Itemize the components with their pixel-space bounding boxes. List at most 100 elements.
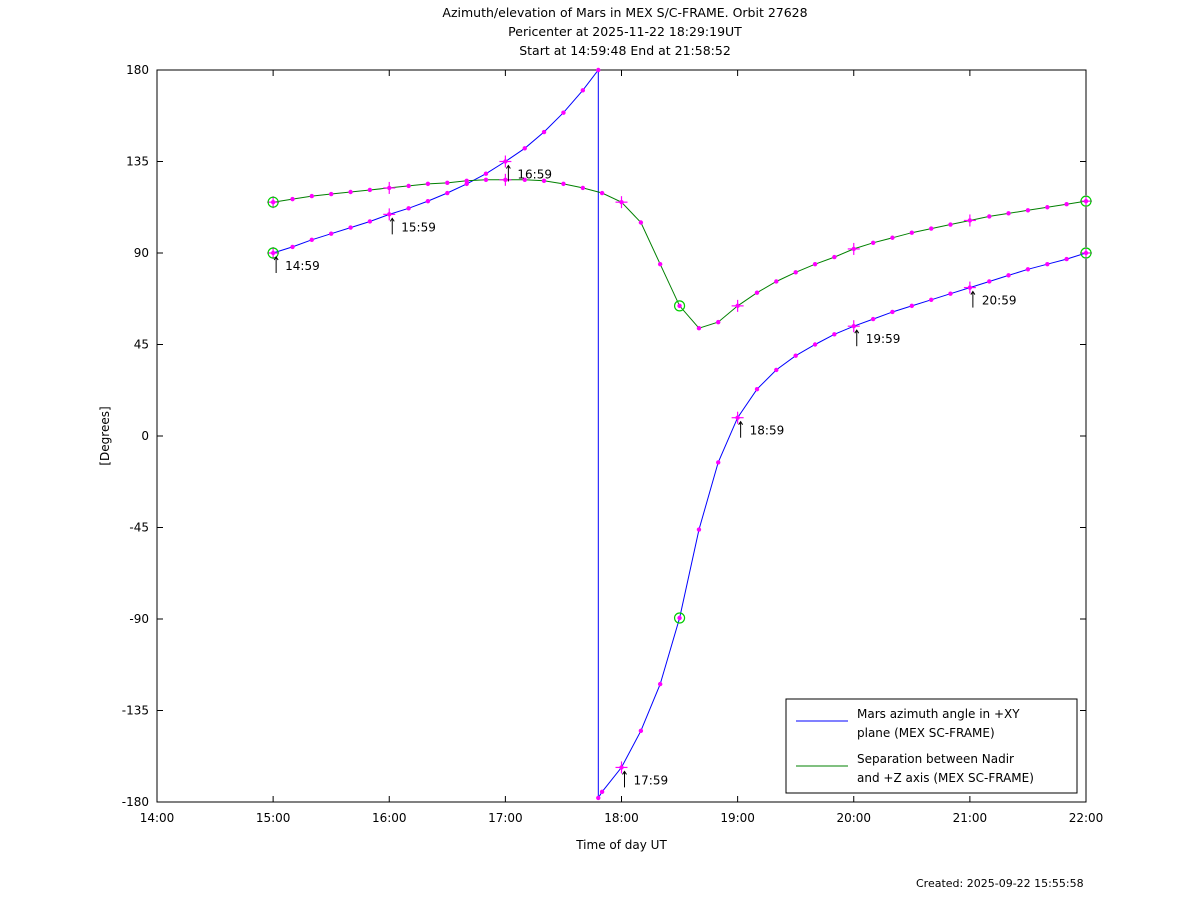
- data-point: [832, 254, 837, 260]
- data-point: [1064, 256, 1069, 262]
- data-point: [657, 681, 663, 687]
- data-point: [483, 171, 489, 176]
- y-tick-label: 180: [126, 63, 149, 77]
- data-point: [464, 181, 469, 187]
- legend-entry: Separation between Nadir: [857, 752, 1014, 766]
- data-point: [328, 191, 334, 197]
- circle-marker: [267, 196, 279, 208]
- data-point: [445, 190, 450, 196]
- data-point: [483, 177, 489, 182]
- circle-marker: [673, 612, 686, 624]
- data-point: [580, 185, 586, 191]
- annotation-label: 16:59: [517, 168, 552, 182]
- plot-area: [156, 69, 1087, 803]
- series-line-0: [272, 68, 1087, 800]
- legend-box: [785, 698, 1078, 794]
- circle-marker: [1080, 195, 1092, 207]
- data-point: [832, 332, 837, 337]
- data-point: [696, 527, 702, 532]
- data-point: [580, 88, 586, 93]
- data-point: [638, 728, 644, 734]
- circle-marker: [1080, 247, 1092, 259]
- data-point: [754, 290, 760, 295]
- data-point: [425, 198, 431, 204]
- data-point: [309, 193, 314, 199]
- data-point: [987, 279, 992, 284]
- legend-entry: plane (MEX SC-FRAME): [857, 726, 995, 740]
- data-point: [677, 303, 682, 309]
- annotation-arrow-head: [854, 329, 860, 334]
- data-point: [1006, 211, 1011, 216]
- data-point: [657, 261, 663, 267]
- data-point: [793, 353, 798, 358]
- data-point: [638, 220, 644, 225]
- y-axis: 180 135 90 45 0 -45 -90 -135 -180: [122, 63, 1086, 809]
- annotation-arrow-head: [622, 770, 627, 775]
- circle-marker: [673, 300, 686, 312]
- x-tick-label: 22:00: [1069, 811, 1104, 825]
- x-tick-label: 17:00: [488, 811, 523, 825]
- data-point: [716, 460, 721, 465]
- chart-title: Azimuth/elevation of Mars in MEX S/C-FRA…: [442, 5, 807, 58]
- data-point: [929, 226, 934, 231]
- data-point: [406, 183, 411, 189]
- data-point: [290, 244, 295, 250]
- data-point: [909, 230, 915, 235]
- annotation-arrow-head: [389, 217, 395, 222]
- x-axis: 14:00 15:00 16:00 17:00 18:00 19:00 20:00 21:00…: [140, 70, 1104, 825]
- y-tick-label: -135: [122, 704, 149, 718]
- y-tick-label: 90: [134, 246, 149, 260]
- y-tick-label: 135: [126, 155, 149, 169]
- data-point: [309, 237, 314, 242]
- x-tick-label: 14:00: [140, 811, 175, 825]
- data-point: [696, 326, 702, 331]
- annotation-arrow-head: [273, 256, 279, 261]
- x-axis-label: Time of day UT: [575, 838, 667, 852]
- annotation-label: 20:59: [982, 294, 1017, 308]
- data-point: [774, 367, 779, 373]
- x-tick-label: 19:00: [720, 811, 755, 825]
- data-point: [599, 190, 605, 196]
- legend: Mars azimuth angle in +XY plane (MEX SC-F…: [785, 698, 1078, 794]
- x-tick-label: 20:00: [836, 811, 871, 825]
- y-tick-label: -45: [129, 521, 149, 535]
- y-tick-label: -90: [129, 612, 149, 626]
- annotation-label: 19:59: [866, 332, 901, 346]
- data-point: [406, 206, 411, 211]
- data-point: [522, 177, 527, 182]
- data-point: [870, 316, 876, 322]
- data-point: [348, 225, 353, 230]
- series-layer: [272, 68, 1087, 800]
- data-point: [561, 110, 566, 115]
- annotation-layer: 14:59 15:59 16:59 17:59 18:59 19:59 20:59: [273, 164, 1017, 788]
- data-point: [909, 303, 915, 309]
- x-tick-label: 16:00: [372, 811, 407, 825]
- data-point: [445, 180, 450, 186]
- title-line: Start at 14:59:48 End at 21:58:52: [519, 43, 731, 58]
- data-point: [1045, 261, 1050, 267]
- y-tick-label: -180: [122, 795, 149, 809]
- data-point: [948, 222, 953, 227]
- data-point: [596, 67, 601, 73]
- annotation-arrow-head: [970, 290, 976, 295]
- annotation-arrow-head: [505, 164, 511, 169]
- x-tick-label: 18:00: [604, 811, 639, 825]
- data-point: [890, 309, 895, 315]
- data-point: [716, 319, 721, 325]
- data-point: [1006, 273, 1011, 278]
- data-point: [812, 342, 818, 347]
- data-point: [812, 261, 818, 267]
- circle-marker: [267, 247, 279, 259]
- marker-layer: [267, 67, 1092, 801]
- data-point: [929, 297, 934, 302]
- data-point: [348, 189, 353, 195]
- x-tick-label: 15:00: [256, 811, 291, 825]
- data-point: [870, 240, 876, 246]
- x-tick-label: 21:00: [953, 811, 988, 825]
- data-point: [328, 231, 334, 236]
- data-point: [425, 181, 431, 187]
- legend-entry: Mars azimuth angle in +XY: [857, 707, 1020, 721]
- annotation-label: 15:59: [401, 220, 436, 234]
- data-point: [367, 187, 373, 193]
